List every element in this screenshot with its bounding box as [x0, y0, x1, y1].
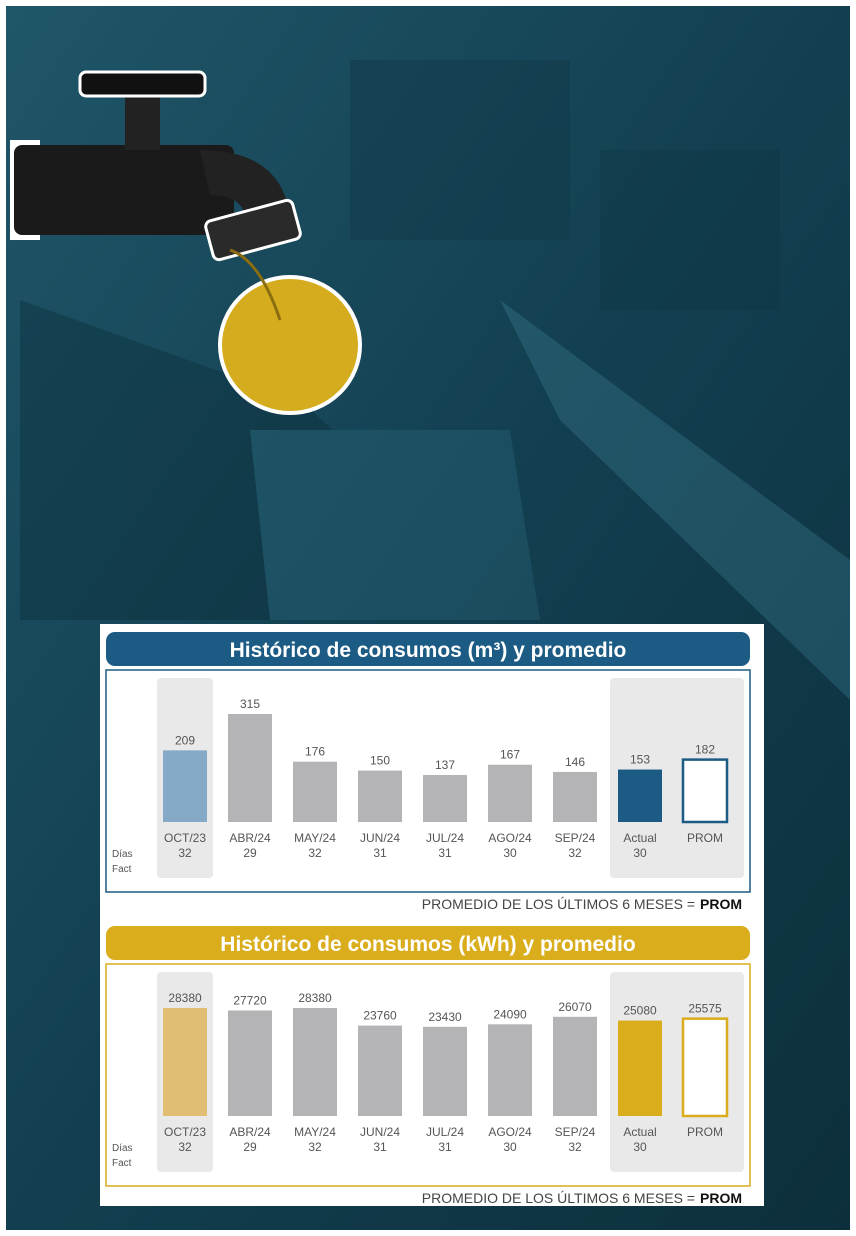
bar — [358, 1026, 402, 1116]
value-label: 23430 — [428, 1010, 462, 1024]
footer-note: PROMEDIO DE LOS ÚLTIMOS 6 MESES = PROM — [422, 896, 742, 912]
value-label: 315 — [240, 697, 260, 711]
category-label: MAY/24 — [294, 1125, 336, 1139]
value-label: 25575 — [688, 1002, 722, 1016]
category-label: JUN/24 — [360, 1125, 400, 1139]
category-label: PROM — [687, 1125, 723, 1139]
bar — [488, 765, 532, 822]
value-label: 25080 — [623, 1004, 657, 1018]
bar — [423, 775, 467, 822]
value-label: 27720 — [233, 994, 267, 1008]
footer-text: PROMEDIO DE LOS ÚLTIMOS 6 MESES = — [422, 1190, 695, 1206]
category-label: MAY/24 — [294, 831, 336, 845]
days-value: 30 — [503, 846, 517, 860]
days-label: Días — [112, 1143, 133, 1154]
days-value: 31 — [373, 846, 387, 860]
footer-bold: PROM — [700, 1190, 742, 1206]
category-label: AGO/24 — [488, 831, 532, 845]
bar — [228, 714, 272, 822]
category-label: JUL/24 — [426, 1125, 464, 1139]
value-label: 23760 — [363, 1009, 397, 1023]
bar — [423, 1027, 467, 1116]
value-label: 153 — [630, 753, 650, 767]
value-label: 26070 — [558, 1000, 592, 1014]
days-value: 31 — [438, 846, 452, 860]
chart-title: Histórico de consumos (kWh) y promedio — [220, 933, 635, 956]
chart-title: Histórico de consumos (m³) y promedio — [230, 639, 627, 662]
days-value: 30 — [503, 1140, 517, 1154]
value-label: 182 — [695, 743, 715, 757]
value-label: 150 — [370, 754, 390, 768]
value-label: 24090 — [493, 1007, 527, 1021]
days-label: Fact — [112, 864, 132, 875]
days-value: 31 — [373, 1140, 387, 1154]
days-value: 32 — [568, 1140, 582, 1154]
bar — [293, 1008, 337, 1116]
bar — [163, 750, 207, 822]
days-value: 29 — [243, 846, 257, 860]
category-label: PROM — [687, 831, 723, 845]
category-label: AGO/24 — [488, 1125, 532, 1139]
days-label: Fact — [112, 1158, 132, 1169]
footer-bold: PROM — [700, 896, 742, 912]
days-value: 30 — [633, 1140, 647, 1154]
bar — [553, 1017, 597, 1116]
category-label: Actual — [623, 1125, 656, 1139]
bar — [163, 1008, 207, 1116]
category-label: ABR/24 — [229, 1125, 271, 1139]
days-value: 32 — [178, 846, 192, 860]
value-label: 137 — [435, 758, 455, 772]
bar — [488, 1024, 532, 1116]
bar — [683, 1019, 727, 1116]
value-label: 28380 — [298, 991, 332, 1005]
bar — [553, 772, 597, 822]
category-label: ABR/24 — [229, 831, 271, 845]
days-value: 31 — [438, 1140, 452, 1154]
bar — [618, 1021, 662, 1116]
category-label: SEP/24 — [555, 831, 596, 845]
days-value: 30 — [633, 846, 647, 860]
category-label: JUN/24 — [360, 831, 400, 845]
page: Histórico de consumos (m³) y promedio 209… — [0, 0, 856, 1236]
days-value: 32 — [568, 846, 582, 860]
days-value: 32 — [308, 1140, 322, 1154]
days-label: Días — [112, 849, 133, 860]
bar — [358, 771, 402, 822]
bar — [683, 760, 727, 822]
footer-text: PROMEDIO DE LOS ÚLTIMOS 6 MESES = — [422, 896, 695, 912]
category-label: OCT/23 — [164, 1125, 206, 1139]
value-label: 146 — [565, 755, 585, 769]
days-value: 29 — [243, 1140, 257, 1154]
value-label: 167 — [500, 748, 520, 762]
value-label: 209 — [175, 733, 195, 747]
days-value: 32 — [308, 846, 322, 860]
bar — [618, 770, 662, 822]
value-label: 28380 — [168, 991, 202, 1005]
category-label: SEP/24 — [555, 1125, 596, 1139]
category-label: OCT/23 — [164, 831, 206, 845]
bar — [228, 1011, 272, 1116]
footer-note: PROMEDIO DE LOS ÚLTIMOS 6 MESES = PROM — [422, 1190, 742, 1206]
days-value: 32 — [178, 1140, 192, 1154]
category-label: JUL/24 — [426, 831, 464, 845]
value-label: 176 — [305, 745, 325, 759]
bar — [293, 762, 337, 822]
category-label: Actual — [623, 831, 656, 845]
